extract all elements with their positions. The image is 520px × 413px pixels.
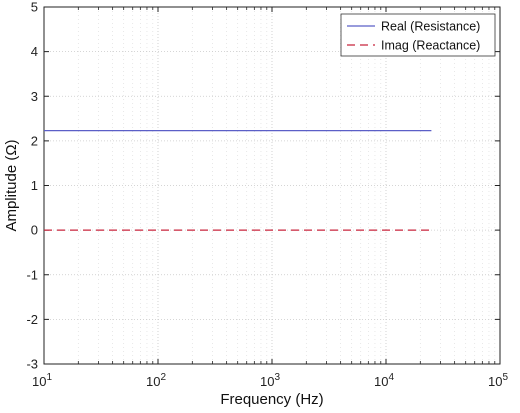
y-tick-label: 5 [31, 0, 38, 15]
y-tick-label: 2 [31, 133, 38, 148]
y-tick-label: 1 [31, 178, 38, 193]
y-tick-label: -2 [26, 312, 38, 327]
y-tick-label: 0 [31, 223, 38, 238]
legend-box [340, 13, 496, 57]
legend-label-2: Imag (Reactance) [381, 39, 480, 53]
y-tick-label: 3 [31, 89, 38, 104]
y-axis-title: Amplitude (Ω) [3, 139, 20, 231]
x-tick-label: 104 [374, 372, 394, 389]
series [44, 129, 432, 231]
y-tick-label: 4 [31, 44, 38, 59]
x-tick-label: 105 [488, 372, 508, 389]
legend-label-1: Real (Resistance) [381, 20, 480, 34]
grid [44, 7, 500, 364]
y-tick-label: -1 [26, 267, 38, 282]
x-axis-title: Frequency (Hz) [220, 391, 323, 408]
y-tick-label: -3 [26, 357, 38, 372]
x-tick-label: 103 [260, 372, 280, 389]
x-tick-label: 101 [32, 372, 52, 389]
axis-ticks: -3 -2 -1 0 1 2 3 4 5 101 102 103 104 105 [26, 0, 508, 389]
x-tick-label: 102 [146, 372, 166, 389]
legend: Real (Resistance) Imag (Reactance) [340, 13, 496, 57]
